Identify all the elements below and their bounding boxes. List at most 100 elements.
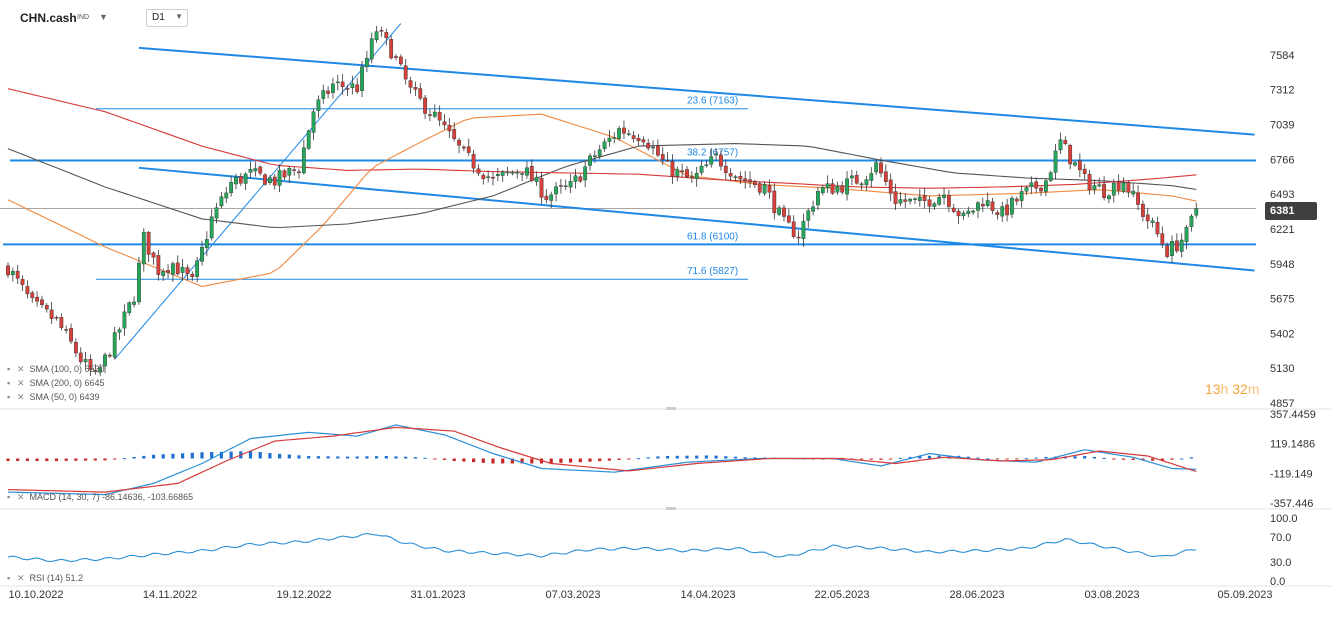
candle-body xyxy=(830,183,835,194)
countdown-m-unit: m xyxy=(1247,381,1260,397)
candle-body xyxy=(1073,162,1077,166)
candle-body xyxy=(816,191,820,206)
legend-sma200[interactable]: ▪ ✕ SMA (200, 0) 6645 xyxy=(7,378,105,390)
candle-body xyxy=(25,286,30,295)
candle-body xyxy=(195,260,200,277)
symbol-name[interactable]: CHN.cash xyxy=(20,11,77,25)
candle-body xyxy=(466,146,471,153)
candle-body xyxy=(1107,195,1111,200)
macd-histogram-bar xyxy=(743,457,747,459)
candle-body xyxy=(704,164,709,167)
candle-body xyxy=(622,127,626,134)
macd-histogram-bar xyxy=(918,456,922,459)
visibility-icon[interactable]: ▪ xyxy=(7,378,11,388)
candle-body xyxy=(956,210,961,217)
candle-body xyxy=(200,246,204,262)
price-axis-label: 5402 xyxy=(1270,328,1294,340)
candle-body xyxy=(1010,197,1014,215)
candle-body xyxy=(355,84,360,93)
candle-body xyxy=(723,165,728,173)
candle-body xyxy=(544,195,549,200)
candle-body xyxy=(772,190,777,214)
macd-histogram-bar xyxy=(16,458,20,461)
visibility-icon[interactable]: ▪ xyxy=(7,392,11,402)
candle-body xyxy=(481,174,486,180)
legend-sma50[interactable]: ▪ ✕ SMA (50, 0) 6439 xyxy=(7,392,100,404)
candle-body xyxy=(326,90,330,94)
candle-body xyxy=(786,215,791,223)
macd-histogram-bar xyxy=(122,458,126,460)
legend-sma100[interactable]: ▪ ✕ SMA (100, 0) 6530 xyxy=(7,364,105,376)
remove-icon[interactable]: ✕ xyxy=(17,492,25,502)
candle-body xyxy=(321,90,326,99)
candle-body xyxy=(515,171,520,174)
candle-body xyxy=(825,183,830,189)
macd-histogram-bar xyxy=(636,458,641,460)
macd-histogram-bar xyxy=(74,458,78,461)
candle-body xyxy=(529,166,534,181)
remove-icon[interactable]: ✕ xyxy=(17,364,25,374)
macd-histogram-bar xyxy=(433,458,437,460)
time-axis-label: 31.01.2023 xyxy=(410,589,465,601)
candle-body xyxy=(520,173,525,175)
macd-histogram-bar xyxy=(84,458,88,461)
candle-body xyxy=(156,255,161,275)
candle-body xyxy=(64,329,69,331)
time-axis-label: 19.12.2022 xyxy=(276,589,331,601)
macd-histogram-bar xyxy=(695,455,699,459)
candle-body xyxy=(107,354,112,357)
macd-histogram-bar xyxy=(908,456,912,459)
macd-histogram-bar xyxy=(1160,458,1164,461)
candle-body xyxy=(1043,180,1048,192)
remove-icon[interactable]: ✕ xyxy=(17,392,25,402)
candle-body xyxy=(801,221,806,239)
candle-body xyxy=(340,81,345,88)
panel-resize-handle xyxy=(666,407,676,410)
legend-sma200-text: SMA (200, 0) 6645 xyxy=(29,378,105,388)
macd-histogram-bar xyxy=(384,456,388,459)
candle-body xyxy=(146,231,151,255)
countdown-minutes: 32 xyxy=(1232,381,1248,397)
visibility-icon[interactable]: ▪ xyxy=(7,492,11,502)
remove-icon[interactable]: ✕ xyxy=(17,573,25,583)
candle-body xyxy=(568,181,573,188)
candle-body xyxy=(151,252,156,258)
candle-body xyxy=(951,207,956,212)
candle-body xyxy=(525,167,529,176)
candle-body xyxy=(180,267,185,273)
timeframe-select[interactable]: D1 ▼ xyxy=(146,9,188,27)
macd-histogram-bar xyxy=(219,451,223,459)
macd-histogram-bar xyxy=(879,458,883,460)
candle-body xyxy=(15,270,20,279)
legend-rsi[interactable]: ▪ ✕ RSI (14) 51.2 xyxy=(7,573,83,585)
candle-body xyxy=(462,146,466,149)
candle-body xyxy=(476,168,481,174)
candle-body xyxy=(554,186,558,195)
macd-histogram-bar xyxy=(607,458,611,461)
macd-histogram-bar xyxy=(248,451,253,459)
visibility-icon[interactable]: ▪ xyxy=(7,364,11,374)
candle-body xyxy=(597,149,602,157)
macd-axis-label: -357.446 xyxy=(1270,498,1313,510)
macd-axis-label: 357.4459 xyxy=(1270,409,1316,421)
symbol-dropdown-icon[interactable]: ▼ xyxy=(99,12,108,22)
remove-icon[interactable]: ✕ xyxy=(17,378,25,388)
candle-body xyxy=(170,263,175,275)
candle-body xyxy=(98,367,103,373)
candle-body xyxy=(137,262,141,303)
candle-body xyxy=(418,88,423,99)
candle-body xyxy=(573,175,578,182)
macd-histogram-bar xyxy=(326,456,330,459)
sma-line xyxy=(7,143,1197,229)
legend-macd[interactable]: ▪ ✕ MACD (14, 30, 7) -86.14636, -103.6686… xyxy=(7,492,193,504)
candle-body xyxy=(893,191,898,204)
sma-line xyxy=(7,88,1197,189)
candle-body xyxy=(248,169,253,173)
candle-body xyxy=(685,169,689,177)
visibility-icon[interactable]: ▪ xyxy=(7,573,11,583)
candle-body xyxy=(665,160,670,162)
rsi-line xyxy=(7,532,1197,563)
macd-histogram-bar xyxy=(1180,458,1184,460)
